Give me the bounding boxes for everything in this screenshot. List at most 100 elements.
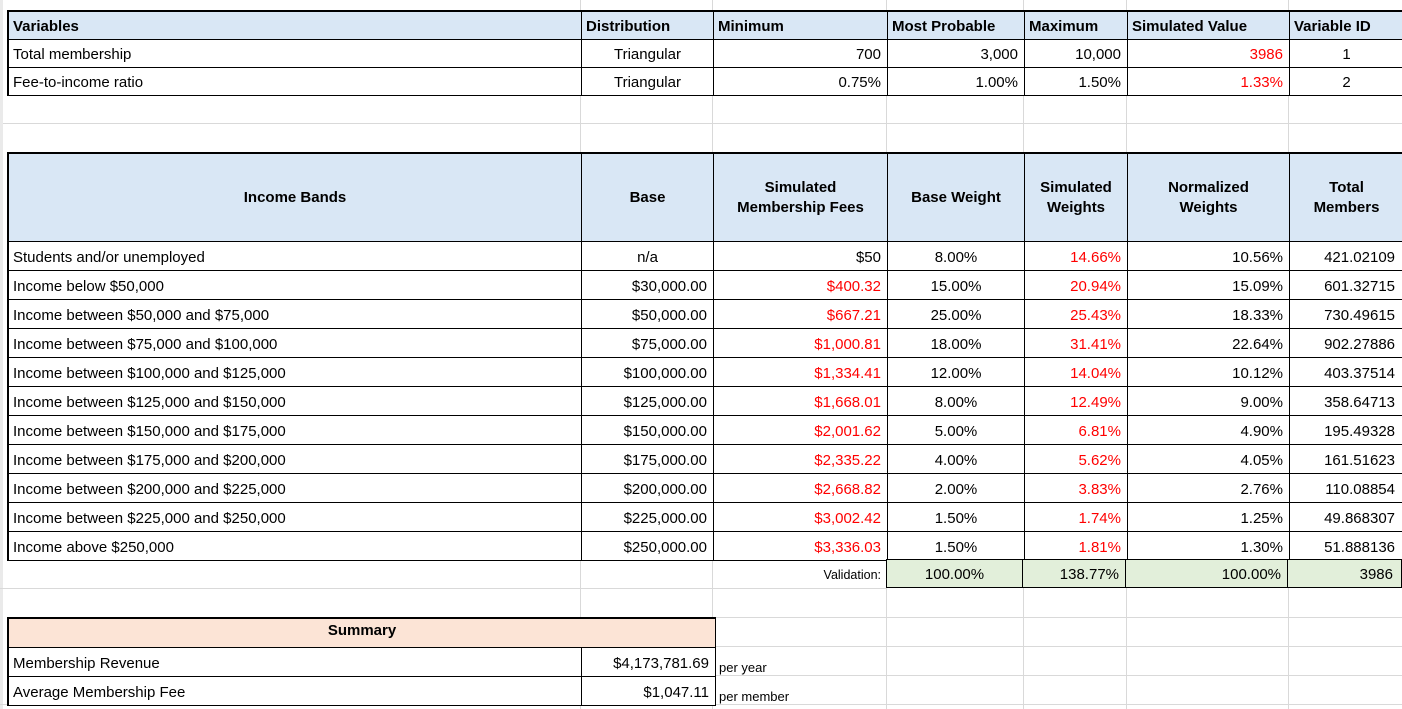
base-cell[interactable]: $100,000.00 <box>582 358 714 387</box>
simulated-weights-header[interactable]: Simulated Weights <box>1025 154 1128 242</box>
base-weight-cell[interactable]: 8.00% <box>888 242 1025 271</box>
normalized-weight-cell[interactable]: 10.56% <box>1128 242 1290 271</box>
total-members-cell[interactable]: 902.27886 <box>1290 329 1402 358</box>
base-cell[interactable]: n/a <box>582 242 714 271</box>
normalized-weight-cell[interactable]: 15.09% <box>1128 271 1290 300</box>
simulated-weight-cell[interactable]: 6.81% <box>1025 416 1128 445</box>
base-cell[interactable]: $200,000.00 <box>582 474 714 503</box>
variable-name-cell[interactable]: Fee-to-income ratio <box>9 68 582 96</box>
simulated-weight-cell[interactable]: 12.49% <box>1025 387 1128 416</box>
income-band-cell[interactable]: Income between $100,000 and $125,000 <box>9 358 582 387</box>
simulated-fee-cell[interactable]: $1,000.81 <box>714 329 888 358</box>
base-header[interactable]: Base <box>582 154 714 242</box>
summary-title[interactable]: Summary <box>9 619 716 648</box>
simulated-weight-cell[interactable]: 14.66% <box>1025 242 1128 271</box>
simulated-value-header[interactable]: Simulated Value <box>1128 12 1290 40</box>
total-members-cell[interactable]: 421.02109 <box>1290 242 1402 271</box>
simulated-fee-cell[interactable]: $400.32 <box>714 271 888 300</box>
simulated-weight-cell[interactable]: 25.43% <box>1025 300 1128 329</box>
simulated-weight-cell[interactable]: 3.83% <box>1025 474 1128 503</box>
summary-label-cell[interactable]: Average Membership Fee <box>9 677 582 706</box>
base-cell[interactable]: $30,000.00 <box>582 271 714 300</box>
base-weight-cell[interactable]: 18.00% <box>888 329 1025 358</box>
simulated-fee-cell[interactable]: $1,334.41 <box>714 358 888 387</box>
simulated-fee-cell[interactable]: $667.21 <box>714 300 888 329</box>
simulated-fee-cell[interactable]: $2,335.22 <box>714 445 888 474</box>
validation-normalized-weight-cell[interactable]: 100.00% <box>1126 559 1288 588</box>
total-members-cell[interactable]: 403.37514 <box>1290 358 1402 387</box>
income-band-cell[interactable]: Income between $200,000 and $225,000 <box>9 474 582 503</box>
variables-header[interactable]: Variables <box>9 12 582 40</box>
base-cell[interactable]: $250,000.00 <box>582 532 714 561</box>
variable-id-cell[interactable]: 1 <box>1290 40 1402 68</box>
total-members-header[interactable]: Total Members <box>1290 154 1402 242</box>
maximum-header[interactable]: Maximum <box>1025 12 1128 40</box>
base-cell[interactable]: $50,000.00 <box>582 300 714 329</box>
maximum-cell[interactable]: 10,000 <box>1025 40 1128 68</box>
simulated-value-cell[interactable]: 1.33% <box>1128 68 1290 96</box>
income-band-cell[interactable]: Income between $150,000 and $175,000 <box>9 416 582 445</box>
normalized-weight-cell[interactable]: 4.05% <box>1128 445 1290 474</box>
normalized-weight-cell[interactable]: 10.12% <box>1128 358 1290 387</box>
income-band-cell[interactable]: Income between $175,000 and $200,000 <box>9 445 582 474</box>
total-members-cell[interactable]: 195.49328 <box>1290 416 1402 445</box>
total-members-cell[interactable]: 51.888136 <box>1290 532 1402 561</box>
simulated-weight-cell[interactable]: 1.74% <box>1025 503 1128 532</box>
income-band-cell[interactable]: Income between $75,000 and $100,000 <box>9 329 582 358</box>
income-band-cell[interactable]: Income below $50,000 <box>9 271 582 300</box>
summary-value-cell[interactable]: $4,173,781.69 <box>582 648 716 677</box>
most-probable-header[interactable]: Most Probable <box>888 12 1025 40</box>
normalized-weight-cell[interactable]: 1.30% <box>1128 532 1290 561</box>
minimum-cell[interactable]: 0.75% <box>714 68 888 96</box>
minimum-header[interactable]: Minimum <box>714 12 888 40</box>
normalized-weight-cell[interactable]: 2.76% <box>1128 474 1290 503</box>
summary-value-cell[interactable]: $1,047.11 <box>582 677 716 706</box>
total-members-cell[interactable]: 358.64713 <box>1290 387 1402 416</box>
simulated-membership-fees-header[interactable]: Simulated Membership Fees <box>714 154 888 242</box>
simulated-fee-cell[interactable]: $2,001.62 <box>714 416 888 445</box>
minimum-cell[interactable]: 700 <box>714 40 888 68</box>
most-probable-cell[interactable]: 3,000 <box>888 40 1025 68</box>
base-cell[interactable]: $75,000.00 <box>582 329 714 358</box>
simulated-fee-cell[interactable]: $3,002.42 <box>714 503 888 532</box>
simulated-weight-cell[interactable]: 14.04% <box>1025 358 1128 387</box>
simulated-weight-cell[interactable]: 5.62% <box>1025 445 1128 474</box>
validation-base-weight-cell[interactable]: 100.00% <box>886 559 1023 588</box>
income-band-cell[interactable]: Income between $50,000 and $75,000 <box>9 300 582 329</box>
base-weight-cell[interactable]: 12.00% <box>888 358 1025 387</box>
normalized-weight-cell[interactable]: 22.64% <box>1128 329 1290 358</box>
base-weight-cell[interactable]: 4.00% <box>888 445 1025 474</box>
validation-total-members-cell[interactable]: 3986 <box>1288 559 1402 588</box>
base-cell[interactable]: $225,000.00 <box>582 503 714 532</box>
base-weight-cell[interactable]: 8.00% <box>888 387 1025 416</box>
income-bands-header[interactable]: Income Bands <box>9 154 582 242</box>
income-band-cell[interactable]: Income between $125,000 and $150,000 <box>9 387 582 416</box>
normalized-weight-cell[interactable]: 4.90% <box>1128 416 1290 445</box>
distribution-cell[interactable]: Triangular <box>582 40 714 68</box>
variable-name-cell[interactable]: Total membership <box>9 40 582 68</box>
total-members-cell[interactable]: 49.868307 <box>1290 503 1402 532</box>
income-band-cell[interactable]: Students and/or unemployed <box>9 242 582 271</box>
simulated-fee-cell[interactable]: $50 <box>714 242 888 271</box>
base-cell[interactable]: $125,000.00 <box>582 387 714 416</box>
distribution-cell[interactable]: Triangular <box>582 68 714 96</box>
validation-label[interactable]: Validation: <box>823 567 881 582</box>
base-weight-cell[interactable]: 5.00% <box>888 416 1025 445</box>
simulated-fee-cell[interactable]: $3,336.03 <box>714 532 888 561</box>
total-members-cell[interactable]: 161.51623 <box>1290 445 1402 474</box>
simulated-weight-cell[interactable]: 20.94% <box>1025 271 1128 300</box>
variable-id-header[interactable]: Variable ID <box>1290 12 1402 40</box>
maximum-cell[interactable]: 1.50% <box>1025 68 1128 96</box>
normalized-weight-cell[interactable]: 18.33% <box>1128 300 1290 329</box>
summary-label-cell[interactable]: Membership Revenue <box>9 648 582 677</box>
income-band-cell[interactable]: Income above $250,000 <box>9 532 582 561</box>
base-weight-cell[interactable]: 2.00% <box>888 474 1025 503</box>
simulated-fee-cell[interactable]: $1,668.01 <box>714 387 888 416</box>
base-weight-cell[interactable]: 1.50% <box>888 503 1025 532</box>
simulated-fee-cell[interactable]: $2,668.82 <box>714 474 888 503</box>
base-weight-cell[interactable]: 25.00% <box>888 300 1025 329</box>
base-weight-header[interactable]: Base Weight <box>888 154 1025 242</box>
base-weight-cell[interactable]: 15.00% <box>888 271 1025 300</box>
variable-id-cell[interactable]: 2 <box>1290 68 1402 96</box>
base-cell[interactable]: $175,000.00 <box>582 445 714 474</box>
